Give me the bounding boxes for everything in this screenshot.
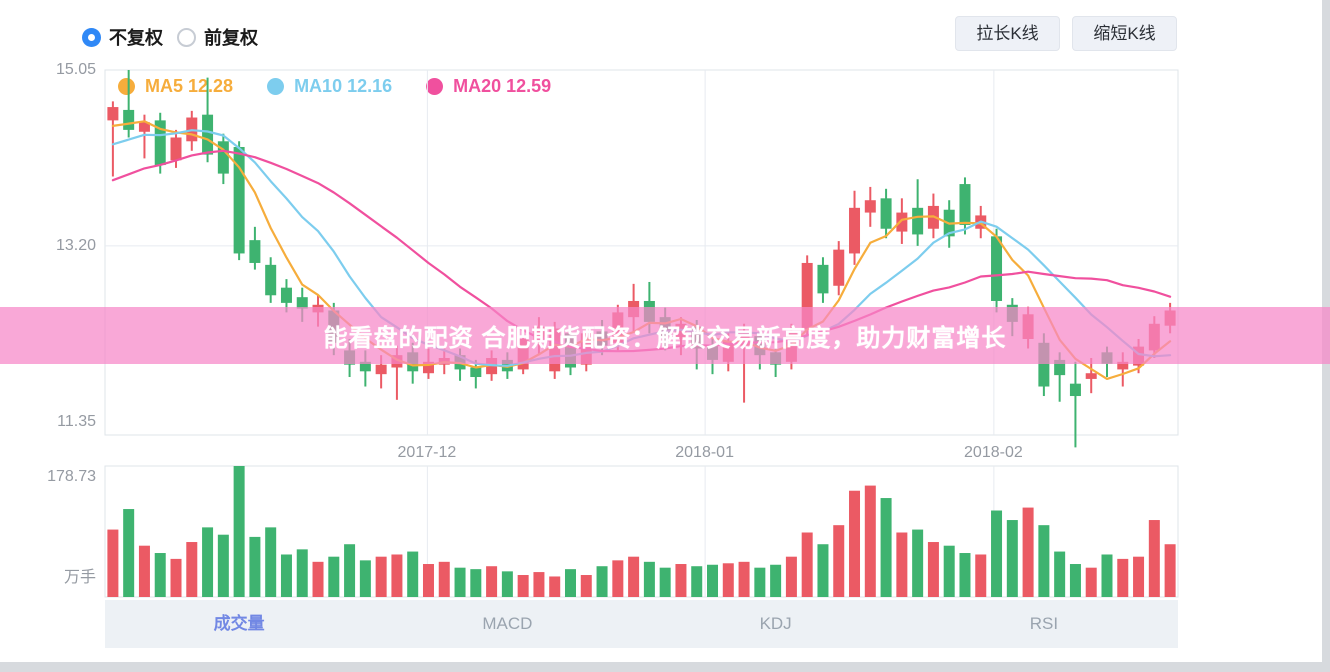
promo-banner: 能看盘的配资 合肥期货配资：解锁交易新高度，助力财富增长 — [0, 307, 1330, 364]
legend-ma5: MA5 12.28 — [118, 76, 233, 97]
ma5-label: MA5 12.28 — [145, 76, 234, 96]
radio-no-adjust[interactable]: 不复权 — [82, 24, 163, 50]
legend-ma20: MA20 12.59 — [426, 76, 551, 97]
tab-volume[interactable]: 成交量 — [213, 614, 265, 633]
ma10-dot-icon — [267, 78, 285, 95]
tab-kdj[interactable]: KDJ — [759, 614, 792, 633]
legend-ma10: MA10 12.16 — [267, 76, 392, 97]
radio-no-adjust-label: 不复权 — [109, 28, 163, 48]
adjust-radio-group: 不复权 前复权 — [82, 24, 258, 50]
ma-legend: MA5 12.28 MA10 12.16 MA20 12.59 — [118, 76, 551, 97]
indicator-tabbar: 成交量 MACD KDJ RSI — [105, 600, 1178, 648]
radio-selected-icon[interactable] — [82, 27, 101, 47]
lengthen-kline-button[interactable]: 拉长K线 — [955, 16, 1060, 51]
tab-rsi[interactable]: RSI — [1029, 614, 1059, 633]
date-axis-tick: 2018-02 — [964, 444, 1023, 461]
radio-forward-adjust-label: 前复权 — [204, 28, 258, 48]
volume-axis-tick: 178.73 — [47, 468, 96, 485]
shorten-kline-button[interactable]: 缩短K线 — [1072, 16, 1177, 51]
price-axis-tick: 15.05 — [55, 61, 96, 78]
ma10-label: MA10 12.16 — [294, 76, 393, 96]
date-axis-tick: 2017-12 — [397, 444, 457, 461]
ma20-dot-icon — [426, 78, 444, 95]
ma20-label: MA20 12.59 — [453, 76, 552, 96]
price-axis-tick: 11.35 — [57, 412, 96, 430]
radio-unselected-icon[interactable] — [177, 27, 196, 47]
tab-macd[interactable]: MACD — [482, 614, 533, 633]
volume-axis-unit: 万手 — [63, 569, 96, 586]
promo-banner-text: 能看盘的配资 合肥期货配资：解锁交易新高度，助力财富增长 — [323, 325, 1007, 352]
ma5-dot-icon — [118, 78, 135, 95]
price-axis-tick: 13.20 — [55, 236, 96, 254]
date-axis-tick: 2018-01 — [675, 444, 734, 461]
radio-forward-adjust[interactable]: 前复权 — [177, 24, 258, 50]
